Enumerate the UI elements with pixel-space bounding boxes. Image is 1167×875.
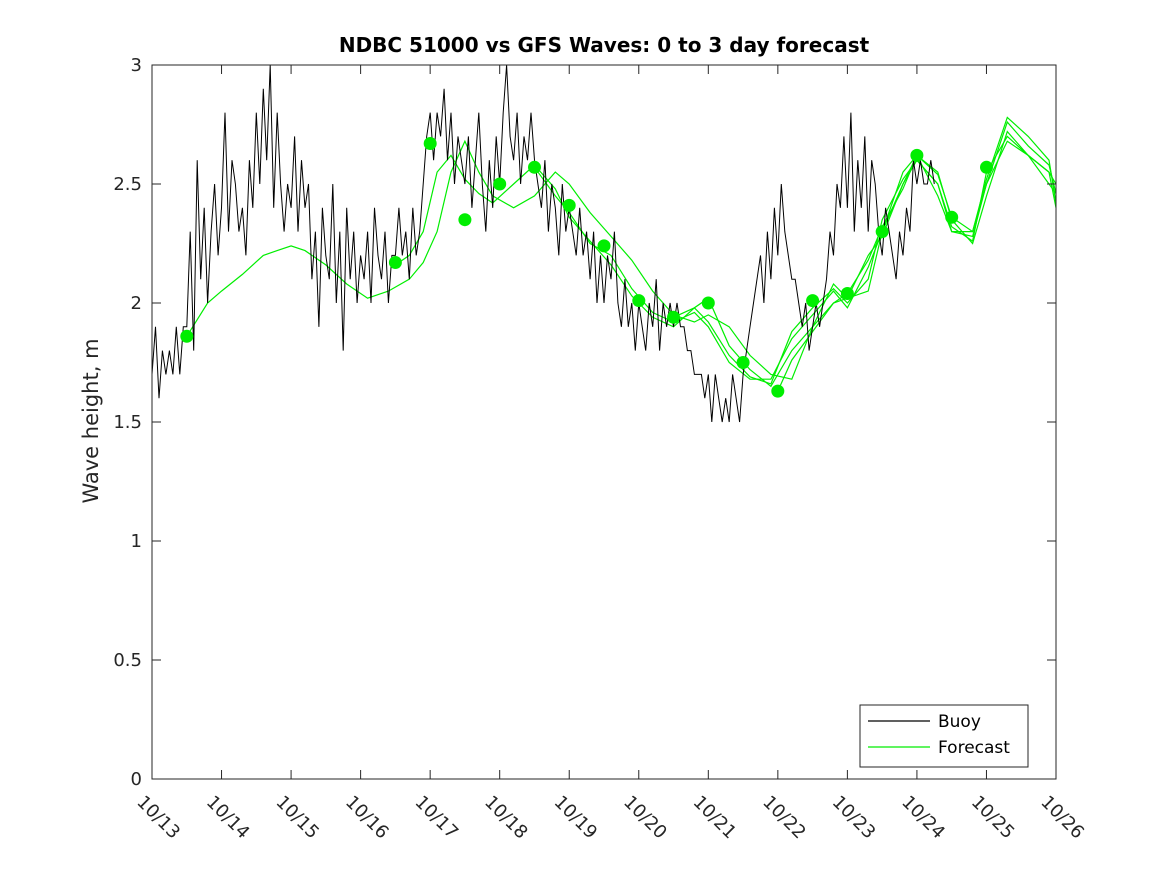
y-axis-label: Wave height, m — [79, 338, 103, 503]
forecast-marker — [493, 177, 507, 191]
y-tick-label: 1.5 — [113, 412, 142, 433]
y-tick-label: 2 — [131, 293, 142, 314]
y-tick-label: 1 — [131, 531, 142, 552]
y-tick-label: 0.5 — [113, 650, 142, 671]
forecast-marker — [388, 256, 402, 269]
forecast-marker — [736, 356, 750, 369]
forecast-marker — [910, 148, 924, 162]
forecast-marker — [562, 198, 576, 212]
forecast-marker — [632, 294, 646, 308]
forecast-marker — [180, 329, 194, 343]
forecast-marker — [458, 213, 472, 227]
forecast-marker — [528, 160, 541, 174]
forecast-marker — [667, 310, 680, 324]
series-layer — [152, 65, 1056, 423]
forecast-marker — [945, 210, 959, 224]
chart-title: NDBC 51000 vs GFS Waves: 0 to 3 day fore… — [339, 33, 870, 57]
legend-label-forecast: Forecast — [938, 738, 1010, 758]
buoy-line — [152, 65, 935, 423]
forecast-marker — [840, 287, 854, 300]
legend-box — [859, 704, 1029, 768]
legend: Buoy Forecast — [859, 704, 1029, 768]
forecast-marker — [980, 160, 993, 174]
forecast-line-2 — [395, 120, 1056, 385]
forecast-marker — [875, 225, 889, 239]
legend-label-buoy: Buoy — [938, 712, 981, 732]
y-tick-label: 0 — [131, 769, 142, 790]
forecast-marker — [701, 296, 715, 310]
y-tick-label: 3 — [131, 55, 142, 76]
forecast-marker — [806, 294, 820, 308]
forecast-marker — [771, 384, 785, 398]
plot-area — [152, 65, 1056, 423]
forecast-marker — [597, 239, 611, 253]
forecast-marker — [423, 137, 437, 150]
y-tick-label: 2.5 — [113, 174, 142, 195]
